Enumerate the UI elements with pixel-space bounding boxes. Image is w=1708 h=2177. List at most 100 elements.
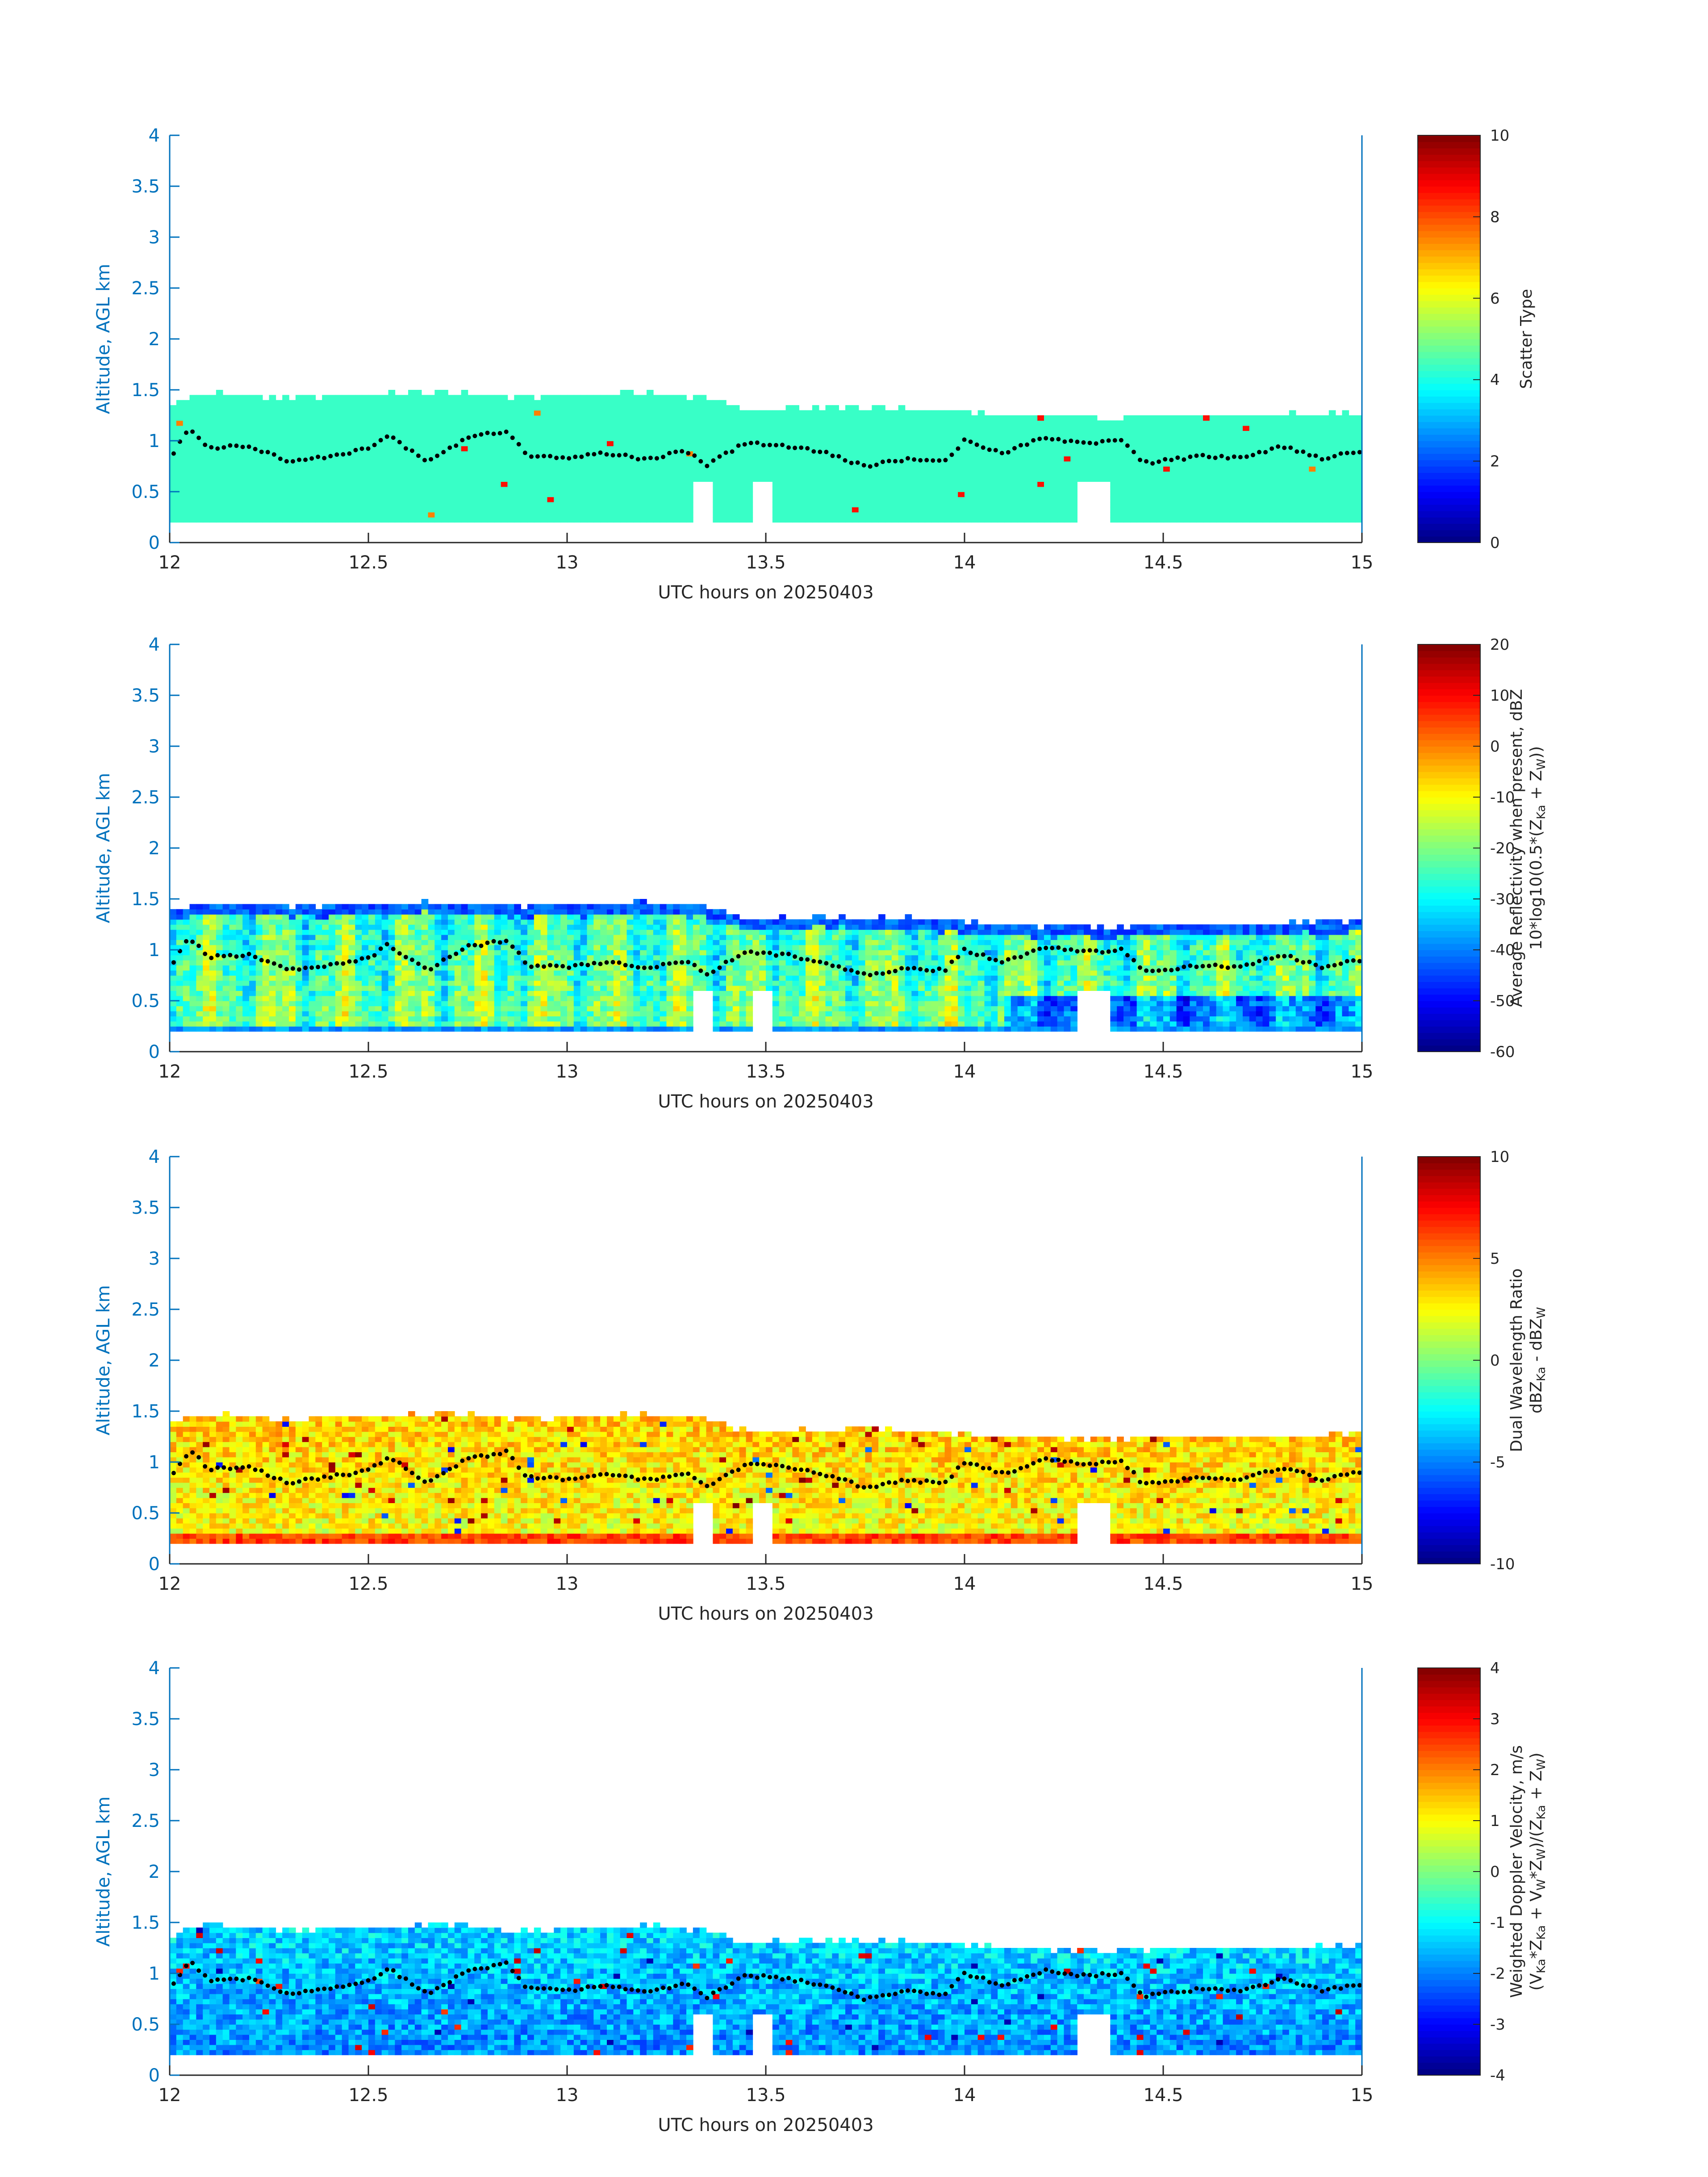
heatmap-cell (825, 430, 833, 436)
heatmap-cell (481, 517, 488, 523)
heatmap-cell (898, 471, 906, 477)
heatmap-cell (368, 481, 376, 487)
heatmap-cell (401, 461, 409, 467)
heatmap-cell (395, 435, 402, 441)
heatmap-cell (799, 410, 806, 416)
heatmap-cell (395, 481, 402, 487)
heatmap-cell (1315, 466, 1323, 472)
heatmap-cell (911, 481, 919, 487)
heatmap-cell (1084, 476, 1091, 482)
heatmap-cell (898, 451, 906, 456)
heatmap-cell (1335, 430, 1343, 436)
heatmap-cell (362, 430, 369, 436)
heatmap-cell (521, 492, 528, 497)
heatmap-cell (421, 410, 429, 416)
heatmap-cell (1295, 501, 1303, 507)
heatmap-cell (362, 461, 369, 467)
heatmap-cell (302, 415, 309, 421)
heatmap-cell (262, 980, 270, 986)
heatmap-cell (216, 410, 223, 416)
heatmap-cell (222, 410, 230, 416)
heatmap-cell (680, 410, 687, 416)
heatmap-cell (289, 420, 296, 426)
heatmap-cell (1037, 507, 1044, 513)
heatmap-cell (408, 466, 415, 472)
heatmap-cell (891, 486, 899, 492)
heatmap-cell (1295, 415, 1303, 421)
heatmap-cell (693, 430, 700, 436)
heatmap-cell (474, 446, 481, 451)
heatmap-cell (653, 451, 660, 456)
heatmap-cell (680, 456, 687, 462)
heatmap-cell (647, 461, 654, 467)
heatmap-cell (209, 395, 217, 401)
heatmap-cell (1117, 425, 1124, 431)
heatmap-cell (236, 1021, 243, 1027)
heatmap-cell (196, 904, 203, 910)
heatmap-cell (1209, 492, 1217, 497)
marker-dot (1150, 461, 1155, 466)
heatmap-cell (567, 415, 574, 421)
heatmap-cell (229, 430, 237, 436)
heatmap-cell (302, 486, 309, 492)
y-tick-label: 4 (149, 125, 160, 146)
heatmap-cell (1163, 512, 1170, 518)
heatmap-cell (852, 441, 859, 447)
heatmap-cell (289, 451, 296, 456)
heatmap-cell (792, 486, 799, 492)
heatmap-cell (699, 476, 707, 482)
heatmap-cell (454, 415, 462, 421)
heatmap-cell (825, 420, 833, 426)
heatmap-cell (216, 461, 223, 467)
heatmap-cell (739, 446, 747, 451)
heatmap-cell (1315, 497, 1323, 502)
heatmap-cell (977, 461, 985, 467)
heatmap-cell (1077, 471, 1084, 477)
heatmap-cell (1223, 517, 1230, 523)
heatmap-cell (587, 430, 594, 436)
heatmap-cell (1077, 425, 1084, 431)
heatmap-cell (454, 420, 462, 426)
heatmap-cell (706, 400, 714, 405)
heatmap-cell (388, 400, 396, 405)
heatmap-cell (1190, 486, 1197, 492)
heatmap-cell (739, 492, 747, 497)
heatmap-cell (428, 415, 435, 421)
heatmap-cell (779, 481, 786, 487)
heatmap-cell (806, 451, 813, 456)
heatmap-cell (468, 415, 475, 421)
heatmap-cell (196, 919, 203, 925)
heatmap-cell (1123, 512, 1131, 518)
heatmap-cell (1243, 471, 1250, 477)
heatmap-cell (1031, 425, 1038, 431)
heatmap-cell (752, 476, 760, 482)
heatmap-cell (196, 395, 203, 401)
heatmap-cell (262, 1021, 270, 1027)
heatmap-cell (891, 481, 899, 487)
heatmap-cell (203, 492, 210, 497)
heatmap-cell (295, 955, 303, 961)
heatmap-cell (647, 441, 654, 447)
heatmap-cell (547, 395, 555, 401)
colorbar-swatch (1418, 390, 1480, 397)
heatmap-cell (1249, 481, 1257, 487)
heatmap-cell (196, 975, 203, 981)
marker-dot (899, 459, 904, 464)
heatmap-cell (1103, 446, 1111, 451)
marker-dot (497, 431, 502, 436)
heatmap-cell (984, 420, 992, 426)
heatmap-cell (355, 405, 362, 411)
heatmap-cell (388, 446, 396, 451)
heatmap-cell (560, 435, 568, 441)
heatmap-cell (183, 980, 190, 986)
heatmap-cell (1335, 476, 1343, 482)
heatmap-cell (222, 486, 230, 492)
marker-dot (209, 445, 214, 450)
heatmap-cell (593, 501, 601, 507)
heatmap-cell (560, 512, 568, 518)
heatmap-cell (262, 512, 270, 518)
heatmap-cell (295, 960, 303, 965)
heatmap-cell (567, 507, 574, 513)
heatmap-cell (660, 415, 667, 421)
heatmap-cell (1243, 466, 1250, 472)
